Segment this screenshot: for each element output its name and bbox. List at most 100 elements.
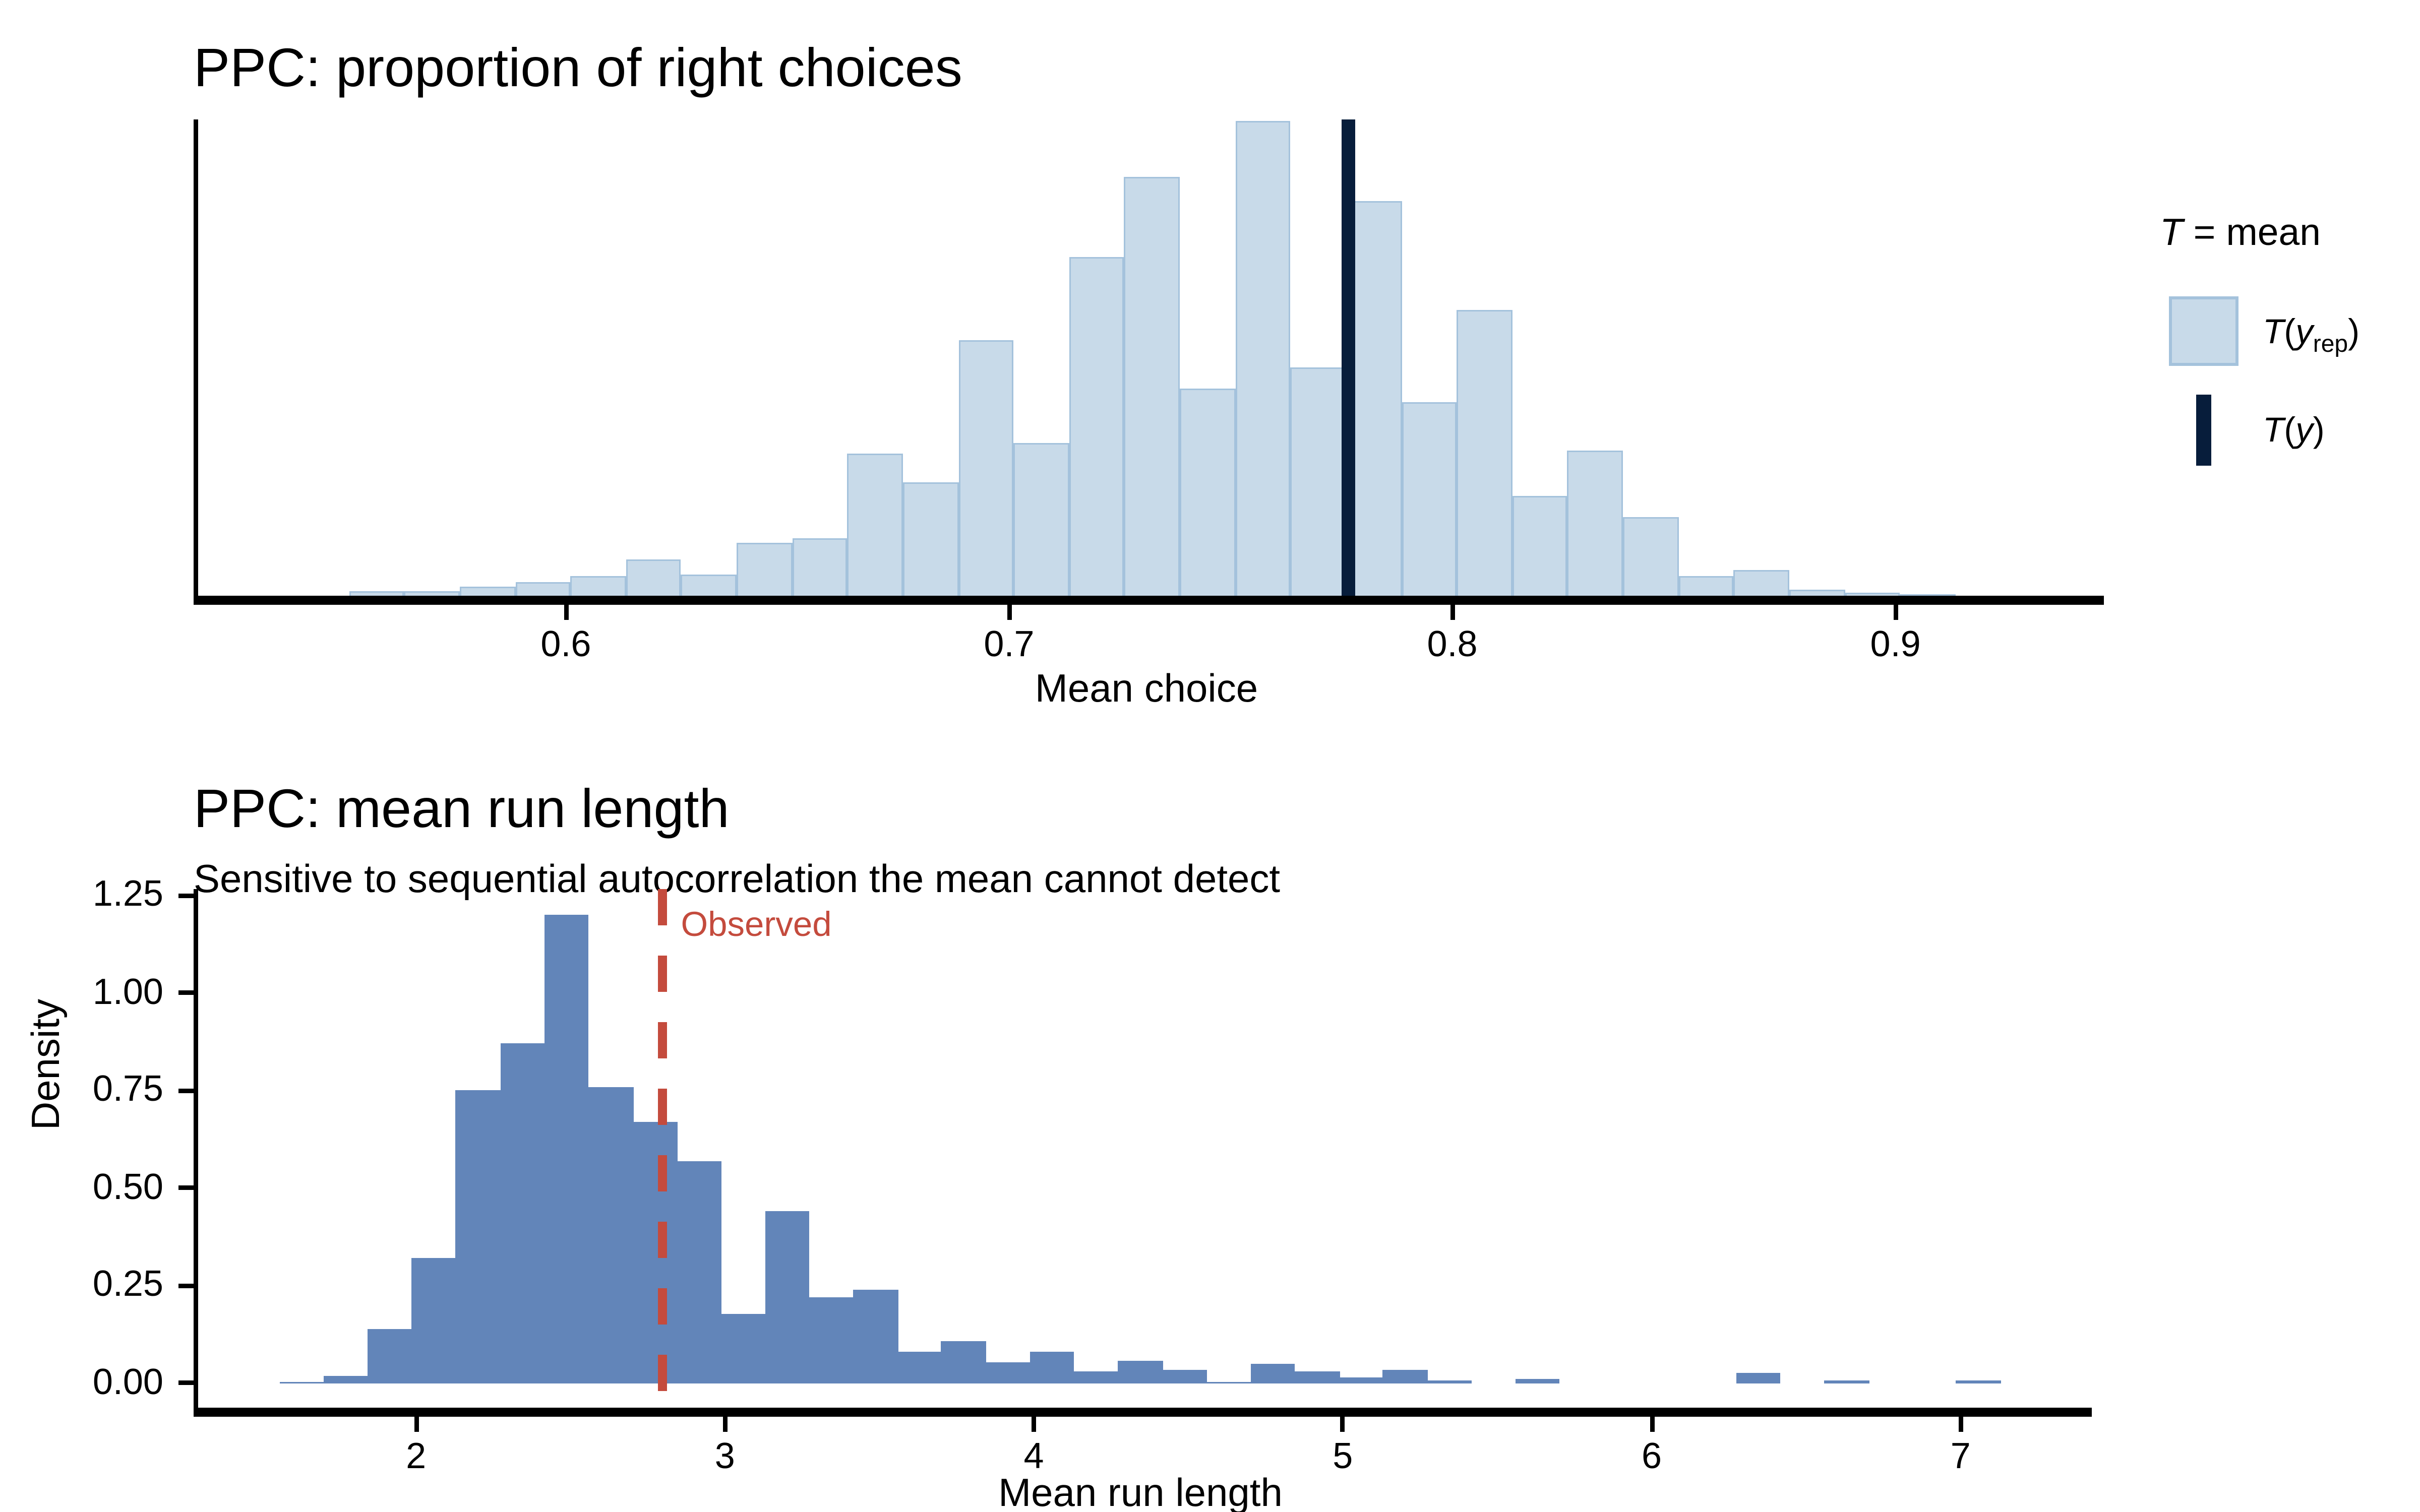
histogram-bar <box>1844 593 1900 596</box>
histogram-bar <box>853 1290 898 1383</box>
histogram-bar <box>459 586 515 596</box>
observed-line <box>658 889 668 1408</box>
bottom-y-tick-mark <box>178 893 194 898</box>
histogram-bar <box>1073 1371 1119 1383</box>
histogram-bar <box>1567 450 1623 596</box>
bottom-y-tick-mark <box>178 1088 194 1093</box>
top-x-tick-mark <box>1893 605 1898 620</box>
histogram-bar <box>279 1381 325 1383</box>
legend-yrep-close: ) <box>2348 311 2360 351</box>
bottom-chart-panel: Observed <box>194 889 2092 1417</box>
legend-label-yrep: T(yrep) <box>2263 311 2360 359</box>
histogram-bar <box>902 481 958 596</box>
bottom-x-axis: 2 3 4 5 6 7 <box>194 1417 2087 1477</box>
histogram-bar <box>1426 1381 1472 1383</box>
histogram-bar <box>1401 402 1457 596</box>
top-x-tick-mark <box>1006 605 1011 620</box>
top-x-axis-title: Mean choice <box>1035 665 1258 711</box>
histogram-bar <box>1900 593 1956 596</box>
top-x-tick-label: 0.8 <box>1427 624 1478 665</box>
top-chart-panel <box>194 119 2104 605</box>
bottom-x-tick-label: 2 <box>406 1436 427 1477</box>
bottom-y-tick-label: 0.75 <box>92 1069 163 1111</box>
histogram-bar <box>1956 1380 2001 1383</box>
histogram-bar <box>809 1297 854 1383</box>
legend-yrep-T: T <box>2263 311 2284 351</box>
top-x-tick-mark <box>1450 605 1455 620</box>
histogram-bar <box>1623 517 1679 596</box>
legend-title-T: T <box>2160 212 2183 254</box>
histogram-bar <box>368 1329 413 1383</box>
histogram-bar <box>764 1212 810 1383</box>
histogram-bar <box>1290 366 1346 596</box>
top-x-tick-label: 0.6 <box>540 624 591 665</box>
histogram-bar <box>544 915 589 1383</box>
histogram-bar <box>677 1161 722 1383</box>
histogram-bar <box>515 582 571 596</box>
bottom-x-tick-label: 5 <box>1333 1436 1353 1477</box>
legend-title: T = mean <box>2160 212 2321 256</box>
histogram-bar <box>1457 309 1512 596</box>
bottom-y-tick-mark <box>178 1186 194 1191</box>
bottom-y-tick-mark <box>178 1283 194 1288</box>
legend-y-open: ( <box>2284 410 2296 449</box>
bottom-y-tick-label: 0.50 <box>92 1167 163 1208</box>
histogram-bar <box>455 1091 501 1383</box>
histogram-bar <box>1382 1370 1428 1383</box>
histogram-bar <box>897 1352 942 1383</box>
bottom-x-tick-label: 3 <box>714 1436 735 1477</box>
legend-y-y: y <box>2295 410 2313 449</box>
bottom-y-axis: 0.00 0.25 0.50 0.75 1.00 1.25 <box>0 874 194 1408</box>
bottom-x-axis-title: Mean run length <box>998 1470 1283 1512</box>
bottom-x-tick-mark <box>1032 1417 1037 1432</box>
bottom-x-tick-label: 4 <box>1023 1436 1044 1477</box>
legend-yrep-sub: rep <box>2313 332 2348 358</box>
bottom-y-axis-title: Density <box>23 998 68 1130</box>
observed-annotation: Observed <box>681 904 832 943</box>
histogram-bar <box>1124 177 1180 596</box>
histogram-bar <box>632 1122 678 1383</box>
histogram-bar <box>1250 1364 1295 1383</box>
bottom-x-tick-mark <box>1340 1417 1345 1432</box>
histogram-bar <box>348 591 404 596</box>
histogram-bar <box>1824 1380 1869 1383</box>
histogram-bar <box>570 576 626 596</box>
legend-swatch-yrep-icon <box>2169 296 2238 366</box>
histogram-bar <box>626 560 682 596</box>
legend-swatch-y-icon <box>2196 395 2211 466</box>
histogram-bar <box>404 591 460 596</box>
histogram-bar <box>1733 571 1789 596</box>
histogram-bar <box>1512 496 1568 596</box>
histogram-bar <box>1294 1371 1340 1383</box>
histogram-bar <box>958 341 1014 596</box>
histogram-bar <box>737 542 792 596</box>
bottom-chart-subtitle: Sensitive to sequential autocorrelation … <box>194 856 1281 901</box>
histogram-bar <box>323 1375 369 1383</box>
bottom-x-tick-mark <box>1958 1417 1963 1432</box>
histogram-bar <box>1678 576 1734 596</box>
top-x-tick-label: 0.7 <box>984 624 1035 665</box>
histogram-bar <box>1118 1360 1163 1383</box>
top-x-axis: 0.6 0.7 0.8 0.9 <box>194 605 2099 665</box>
histogram-bar <box>1515 1379 1560 1383</box>
histogram-bar <box>1735 1373 1781 1383</box>
histogram-bar <box>1180 388 1235 596</box>
bottom-y-tick-label: 1.25 <box>92 874 163 916</box>
legend-y-T: T <box>2263 410 2284 449</box>
legend-title-rest: = mean <box>2183 212 2321 254</box>
observed-stat-line <box>1341 119 1355 596</box>
top-chart-title: PPC: proportion of right choices <box>194 36 962 98</box>
histogram-bar <box>1162 1369 1207 1383</box>
bottom-y-tick-label: 0.00 <box>92 1362 163 1403</box>
bottom-x-tick-label: 6 <box>1641 1436 1662 1477</box>
histogram-bar <box>1235 121 1291 596</box>
histogram-bar <box>941 1340 987 1383</box>
top-x-tick-mark <box>563 605 568 620</box>
bottom-y-tick-mark <box>178 991 194 996</box>
histogram-bar <box>1069 258 1125 596</box>
legend-yrep-open: ( <box>2284 311 2296 351</box>
histogram-bar <box>411 1258 457 1383</box>
histogram-bar <box>500 1044 545 1383</box>
